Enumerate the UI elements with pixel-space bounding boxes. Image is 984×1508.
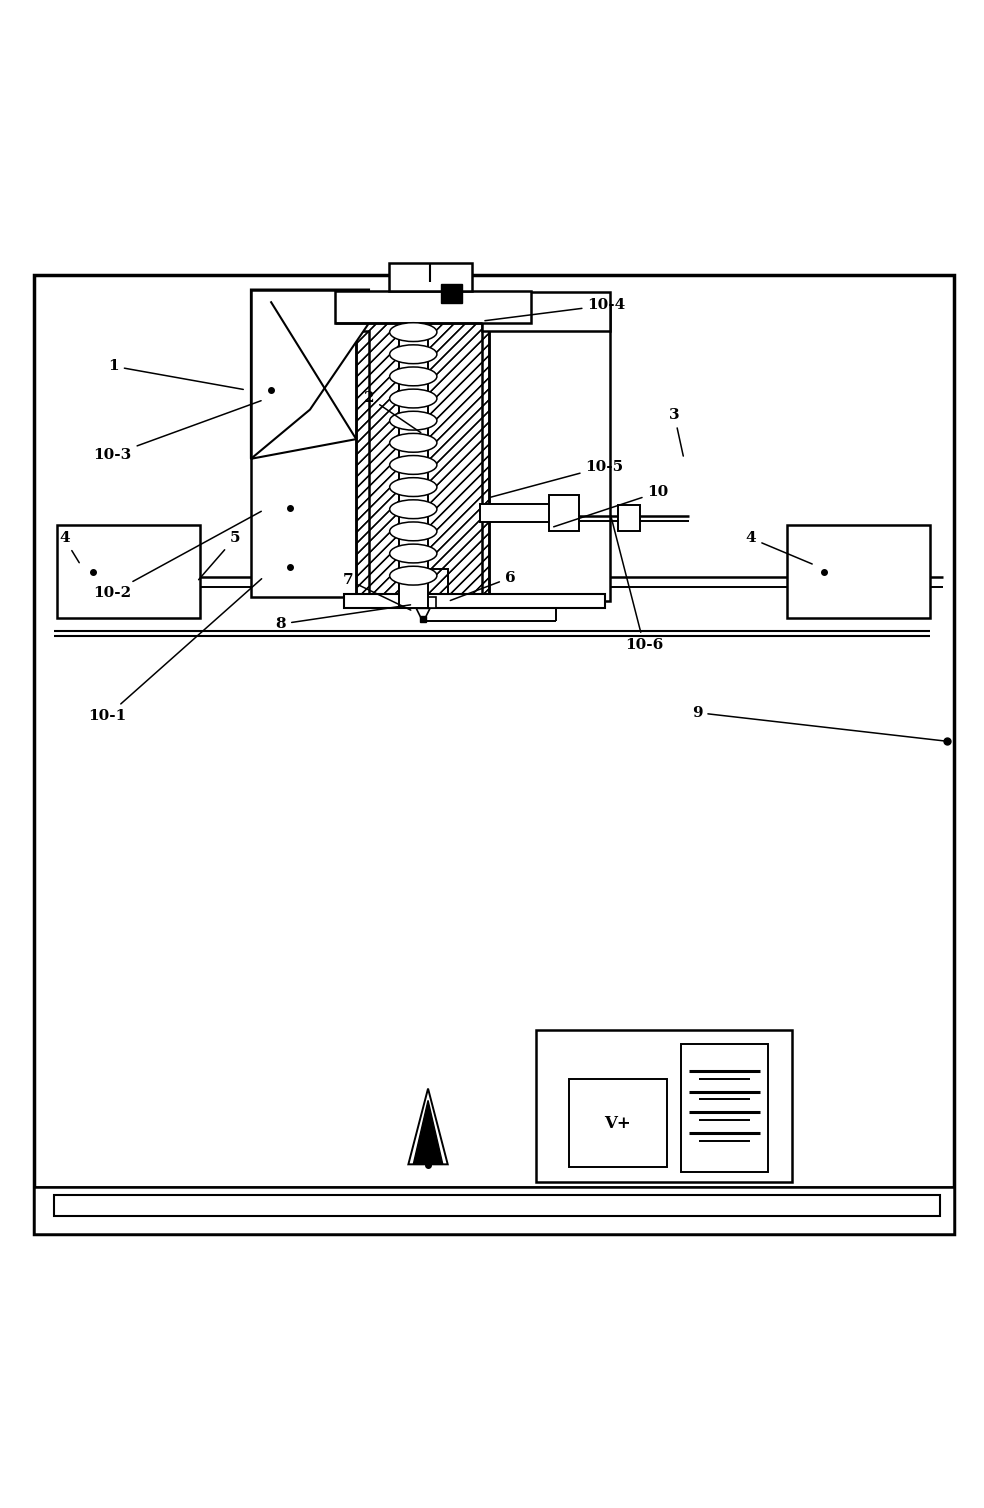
Bar xyxy=(787,525,930,618)
Text: 5: 5 xyxy=(199,531,240,579)
Bar xyxy=(618,505,640,531)
Ellipse shape xyxy=(390,389,437,409)
Ellipse shape xyxy=(390,566,437,585)
Ellipse shape xyxy=(390,323,437,341)
Text: 1: 1 xyxy=(108,359,243,389)
Text: 10-6: 10-6 xyxy=(611,516,663,651)
Bar xyxy=(482,306,610,602)
Text: 10-3: 10-3 xyxy=(93,401,261,461)
Text: 9: 9 xyxy=(692,706,944,740)
Bar xyxy=(410,597,436,608)
Bar xyxy=(356,306,489,602)
Bar xyxy=(482,291,610,330)
Text: 3: 3 xyxy=(669,409,683,455)
Bar xyxy=(356,306,489,602)
Text: 4: 4 xyxy=(746,531,812,564)
Polygon shape xyxy=(416,608,430,618)
Text: 10-5: 10-5 xyxy=(490,460,624,498)
Bar xyxy=(569,1078,667,1167)
Text: 10-2: 10-2 xyxy=(93,511,262,600)
Ellipse shape xyxy=(390,433,437,452)
Ellipse shape xyxy=(390,412,437,430)
Polygon shape xyxy=(413,1101,443,1164)
Text: 7: 7 xyxy=(342,573,410,611)
Bar xyxy=(54,1194,940,1217)
Text: 10: 10 xyxy=(554,486,669,526)
Bar xyxy=(356,306,489,602)
Bar xyxy=(480,504,554,522)
Bar xyxy=(399,294,428,608)
Bar xyxy=(251,330,369,597)
Ellipse shape xyxy=(390,345,437,363)
Polygon shape xyxy=(251,290,369,458)
Bar xyxy=(441,284,462,303)
Ellipse shape xyxy=(390,499,437,519)
Bar xyxy=(344,594,605,608)
Text: 6: 6 xyxy=(451,572,516,600)
Text: 8: 8 xyxy=(276,605,410,630)
Text: 4: 4 xyxy=(59,531,80,562)
Bar xyxy=(681,1044,768,1172)
Bar xyxy=(549,495,579,531)
Ellipse shape xyxy=(390,522,437,541)
Bar xyxy=(34,1187,954,1234)
Ellipse shape xyxy=(390,544,437,562)
Text: 10-1: 10-1 xyxy=(89,579,262,722)
Polygon shape xyxy=(408,1089,448,1164)
Ellipse shape xyxy=(390,478,437,496)
Bar xyxy=(399,569,448,606)
Text: V+: V+ xyxy=(604,1114,632,1131)
Text: 2: 2 xyxy=(364,391,421,433)
Bar xyxy=(57,525,200,618)
Text: 10-4: 10-4 xyxy=(485,299,626,321)
Ellipse shape xyxy=(390,455,437,475)
Bar xyxy=(335,291,531,323)
Bar xyxy=(389,262,472,291)
Ellipse shape xyxy=(390,366,437,386)
Bar xyxy=(536,1030,792,1182)
